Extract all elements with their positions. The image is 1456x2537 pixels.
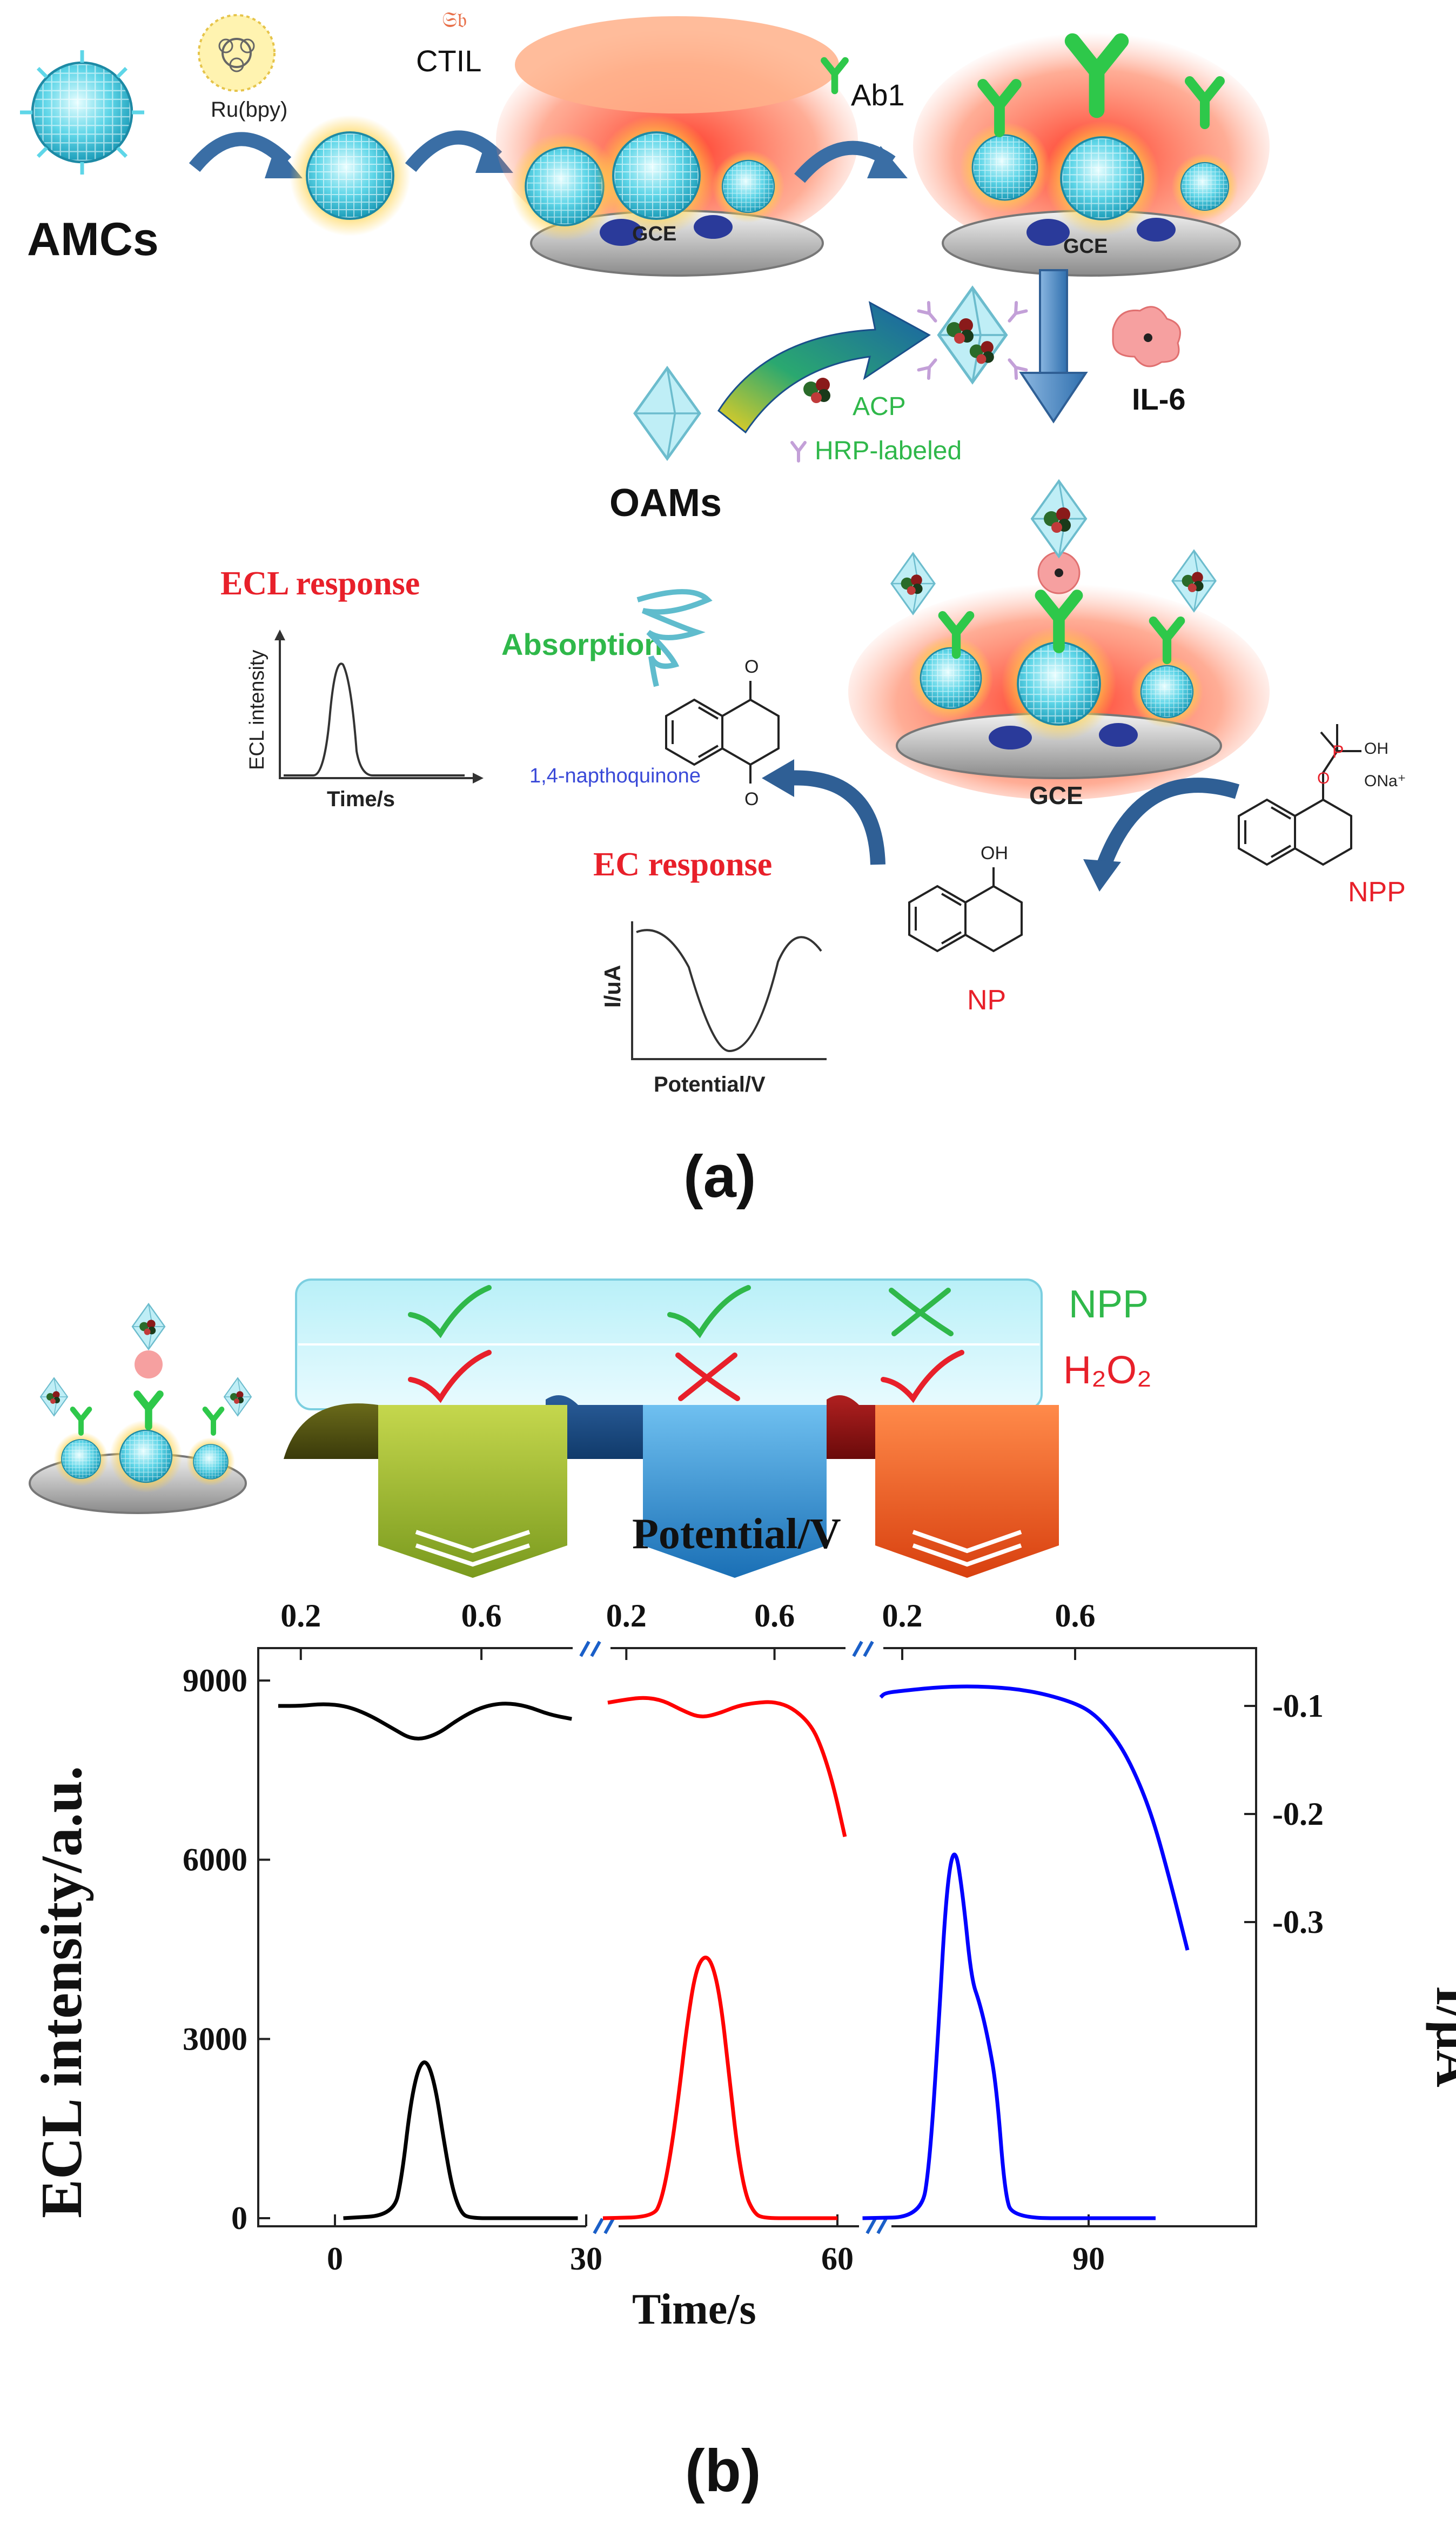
ecl-response-title: ECL response [220,565,420,602]
legend-row1-label: NPP [1069,1283,1149,1326]
top-tick-label-3: 0.2 [606,1598,647,1634]
arrow-3-head [867,146,908,178]
break-marks [579,1641,888,2234]
ru-bpy-icon [198,14,276,92]
x-axis-label: Time/s [632,2286,756,2333]
ec-mini-plot [631,921,827,1060]
x-tick-label-90: 90 [1072,2241,1105,2277]
down-arrow [1019,269,1088,424]
legend-npp-check-2 [667,1285,751,1338]
np-structure [908,867,1023,952]
y2-tick-label--0.3: -0.3 [1272,1904,1324,1940]
panel-a: AMCs Ru(bpy) 𝔖𝔟 CTIL [20,8,1406,1210]
ecl-ec-chart: 0 3000 6000 9000 -0.1 -0.2 -0.3 0 30 60 90 0.2 0.6 0.… [30,1510,1456,2333]
ru-coated-particle [290,115,411,236]
amcs-label: AMCs [27,213,159,265]
oams-octahedron [635,368,700,459]
condition-legend: NPP H₂O₂ [295,1278,1152,1410]
panel-a-label: (a) [683,1143,756,1210]
absorption-label: Absorption [501,627,663,661]
top-tick-label-4: 0.6 [754,1598,795,1634]
ctil-icon: 𝔖𝔟 [442,8,467,32]
np-oh-label: OH [981,843,1008,863]
electrode-1: GCE [496,16,858,277]
electrode-3: GCE [848,480,1270,809]
gce-label-2: GCE [1063,235,1108,258]
panel-b-electrode [29,1303,252,1514]
arrow-npp-to-np-head [1083,859,1121,892]
y-axis-label: ECL intensity/a.u. [30,1766,94,2218]
ru-bpy-label: Ru(bpy) [211,98,287,122]
ecl-curve-red [602,1956,837,2220]
legend-row2-label: H₂O₂ [1063,1349,1152,1392]
x-tick-label-0: 0 [327,2241,343,2277]
y-tick-label-3000: 3000 [183,2021,247,2057]
np-label: NP [967,985,1006,1016]
top-tick-label-6: 0.6 [1055,1598,1096,1634]
legend-h2o2-check-1 [408,1350,492,1403]
naphthoquinone-structure [665,681,780,784]
legend-npp-cross-3 [889,1288,954,1336]
arrow-np-to-nq-head [762,759,794,797]
ecl-mini-plot [274,630,484,784]
ec-curve-red [607,1696,847,1837]
x-tick-label-60: 60 [821,2241,854,2277]
npp-p-label: P [1332,742,1344,761]
npp-ona-label: ONa⁺ [1364,772,1406,790]
ecl-curve-black [343,2060,578,2220]
naphthoquinone-label: 1,4-napthoquinone [529,765,701,787]
y2-tick-label--0.2: -0.2 [1272,1796,1324,1832]
electrode-2: GCE [913,32,1270,277]
ecl-curve-blue [862,1852,1156,2220]
arrow-np-to-nq [786,770,885,865]
labeled-oams [919,288,1026,383]
il6-icon [1112,306,1181,367]
y-tick-label-9000: 9000 [183,1663,247,1698]
npp-oh-label: OH [1364,740,1388,758]
legend-npp-check-1 [408,1285,492,1338]
hrp-antibody-icon [792,443,805,461]
legend-h2o2-cross-2 [675,1353,740,1401]
banners [284,1395,1059,1578]
top-tick-label-2: 0.6 [461,1598,502,1634]
npp-structure [1238,724,1361,866]
top-axis-label: Potential/V [632,1510,841,1558]
ec-response-title: EC response [593,846,772,883]
legend-h2o2-check-3 [881,1350,964,1403]
oams-label: OAMs [609,481,722,525]
amcs-particle [20,50,144,175]
hrp-label: HRP-labeled [815,437,962,465]
ec-curve-black [278,1702,572,1741]
plot-frame [257,1647,1257,2227]
ab1-label: Ab1 [851,78,905,112]
ecl-mini-xlabel: Time/s [327,787,395,811]
y-tick-label-0: 0 [231,2200,247,2236]
gce-label-1: GCE [632,223,676,245]
nq-o-bottom: O [744,789,759,809]
acp-enzyme-icon [803,378,830,403]
x-tick-label-30: 30 [570,2241,602,2277]
swirl-icon [636,589,713,687]
il6-label: IL-6 [1132,382,1186,416]
panel-b-label: (b) [685,2438,761,2504]
y2-tick-label--0.1: -0.1 [1272,1688,1324,1724]
npp-o-label: O [1317,769,1330,787]
top-tick-label-5: 0.2 [882,1598,923,1634]
npp-label: NPP [1348,876,1406,908]
nq-o-top: O [744,657,759,677]
ec-curve-blue [879,1684,1190,1951]
ecl-mini-ylabel: ECL intensity [246,650,269,770]
acp-label: ACP [853,392,906,421]
arrow-npp-to-np [1095,778,1240,873]
y-tick-label-6000: 6000 [183,1842,247,1878]
gce-label-3: GCE [1029,781,1083,809]
conjugation-arrow [717,301,931,434]
ec-mini-xlabel: Potential/V [654,1073,766,1096]
top-tick-label-1: 0.2 [280,1598,321,1634]
ctil-label: CTIL [416,44,481,78]
y2-axis-label: I/μA [1426,1986,1456,2087]
ec-mini-ylabel: I/uA [600,965,625,1008]
